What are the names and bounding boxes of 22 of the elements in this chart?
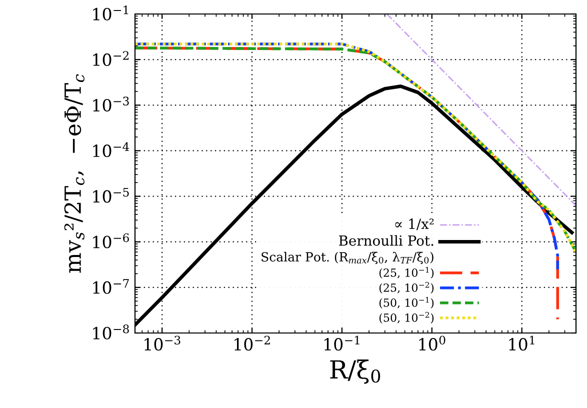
legend-label: (50, 10$^{−2}$): [379, 312, 434, 324]
legend-label: ∝ 1/x²: [395, 218, 434, 230]
x-axis-title: R/ξ$_{0}$: [330, 360, 380, 384]
x-tick-label: 10$^{0}$: [419, 336, 446, 351]
legend-label: (25, 10$^{−2}$): [379, 282, 434, 294]
y-tick-label: 10$^{−7}$: [93, 279, 129, 294]
x-tick-label: 10$^{−1}$: [324, 336, 360, 351]
y-tick-label: 10$^{−8}$: [93, 324, 129, 340]
x-tick-label: 10$^{−3}$: [144, 336, 180, 351]
legend-label: (25, 10$^{−1}$): [379, 266, 434, 278]
legend-label: Bernoulli Pot.: [339, 235, 434, 246]
x-tick-label: 10$^{1}$: [509, 336, 534, 351]
y-tick-label: 10$^{−4}$: [93, 142, 130, 158]
x-tick-label: 10$^{−2}$: [234, 336, 270, 351]
y-tick-label: 10$^{−2}$: [93, 51, 129, 66]
text: Scalar Pot. (R$_{max}$/ξ$_{0}$, λ$_{TF}$/ξ$_{0}$): [262, 252, 434, 264]
y-tick-label: 10$^{−6}$: [93, 233, 129, 248]
y-tick-label: 10$^{−1}$: [93, 6, 128, 20]
y-axis-title: mv$_{s}$²/2T$_{c}$, −eΦ/T$_{c}$: [64, 74, 84, 273]
y-tick-label: 10$^{−3}$: [93, 96, 129, 112]
y-tick-label: 10$^{−5}$: [93, 188, 129, 203]
legend-label: (50, 10$^{−1}$): [379, 296, 434, 308]
